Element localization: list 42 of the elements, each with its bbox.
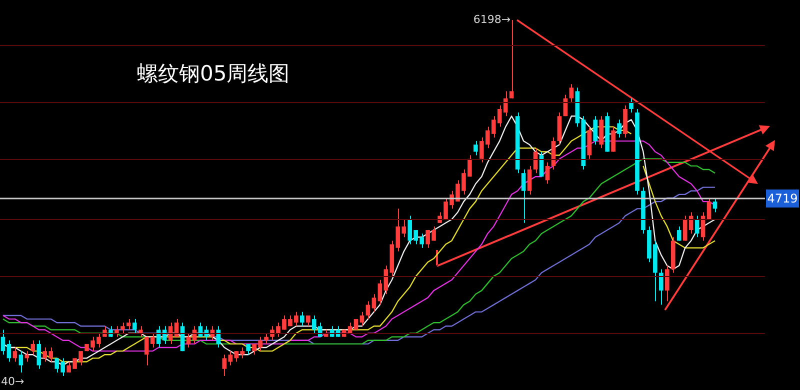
- annotation: 40→: [1, 374, 24, 388]
- candlestick: [360, 311, 364, 327]
- candlestick: [30, 340, 36, 356]
- candlestick: [132, 318, 137, 334]
- candlestick: [593, 116, 598, 146]
- candlestick: [474, 140, 478, 156]
- candlestick: [0, 329, 6, 356]
- candlestick: [18, 350, 24, 373]
- candlestick: [138, 326, 143, 338]
- candlestick: [264, 332, 268, 344]
- candlestick: [126, 318, 131, 330]
- candlestick: [102, 326, 107, 338]
- candlestick: [521, 169, 526, 224]
- candlestick: [378, 279, 382, 306]
- candlestick: [509, 20, 514, 99]
- candlestick: [216, 326, 221, 348]
- candlestick: [114, 326, 119, 338]
- candlestick: [372, 294, 376, 312]
- candlestick: [676, 226, 682, 242]
- candlestick: [24, 350, 30, 362]
- candlestick: [569, 84, 574, 102]
- candlestick: [300, 311, 304, 327]
- candlestick: [366, 300, 370, 320]
- annotation: 6198→: [473, 12, 511, 26]
- candlestick: [712, 198, 718, 213]
- candlestick: [6, 340, 12, 362]
- candlestick: [144, 336, 149, 366]
- text: 螺纹钢05周线图: [137, 61, 290, 86]
- candlestick: [617, 119, 622, 138]
- candlestick: [545, 162, 550, 184]
- candlestick: [108, 326, 113, 338]
- candlestick: [706, 198, 712, 220]
- candlestick: [611, 126, 616, 152]
- candlestick: [664, 265, 670, 302]
- candlestick: [36, 340, 42, 370]
- candlestick: [12, 347, 18, 362]
- candlestick: [186, 332, 191, 348]
- candlestick: [527, 165, 532, 195]
- text: 4719: [767, 192, 798, 206]
- candlestick: [120, 322, 125, 334]
- candlestick: [150, 332, 155, 348]
- candlestick: [659, 268, 664, 306]
